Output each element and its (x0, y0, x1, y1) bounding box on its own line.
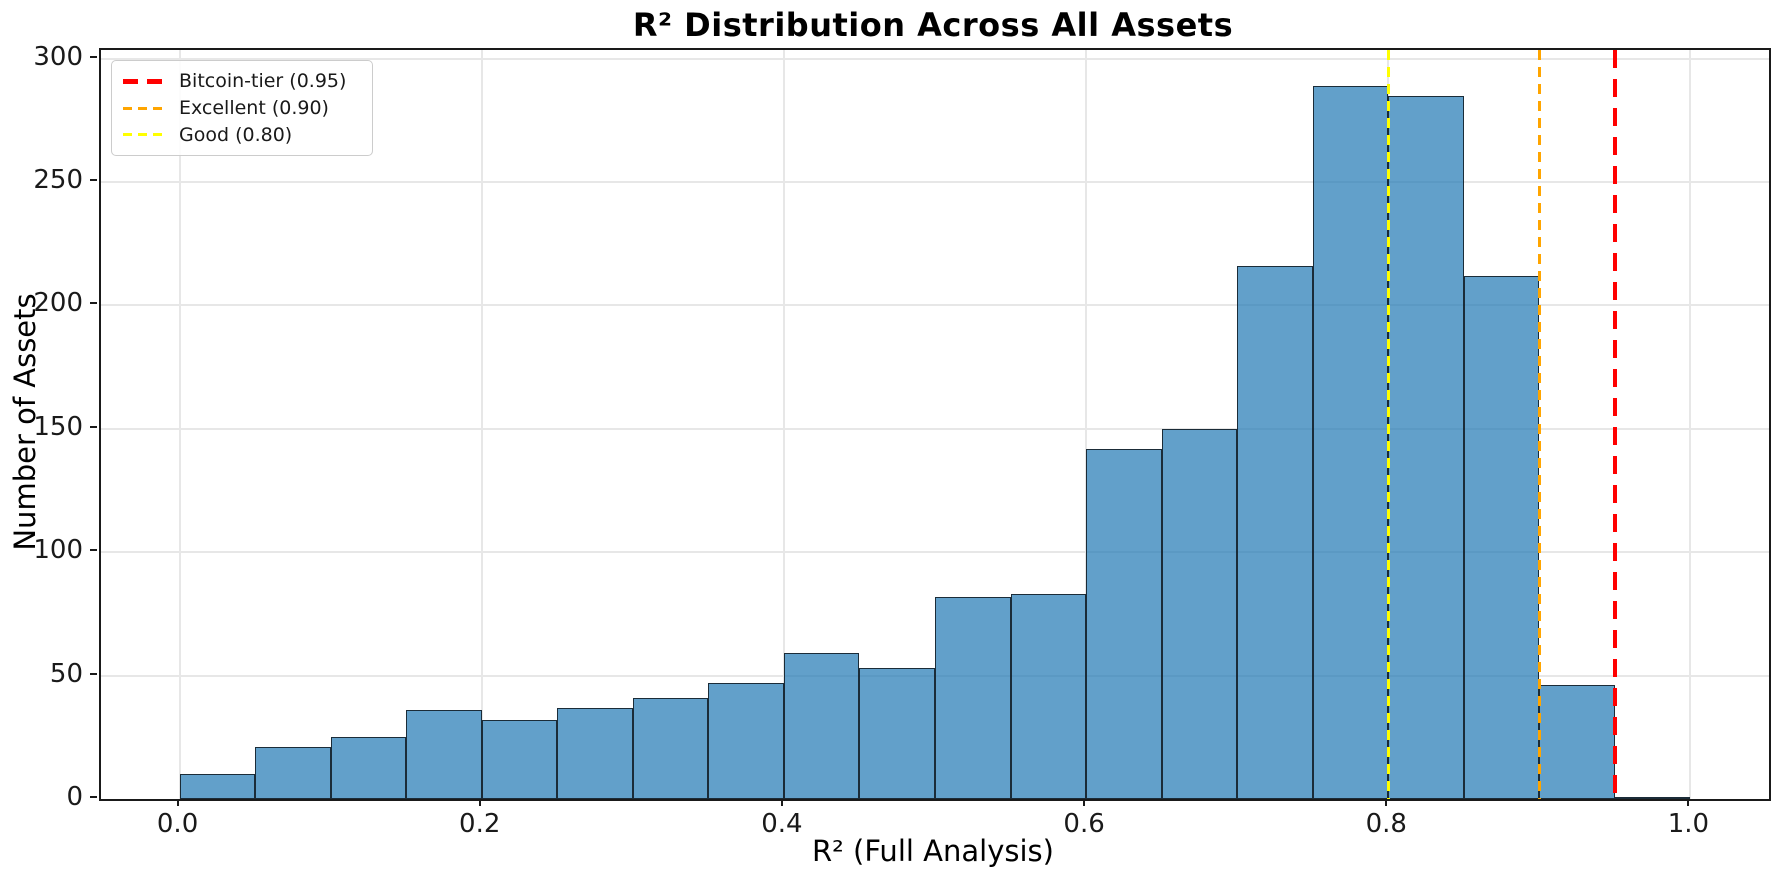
x-tick-label: 1.0 (1667, 809, 1710, 839)
gridline-horizontal (101, 304, 1769, 307)
histogram-bar (708, 683, 784, 799)
y-tick-label: 250 (33, 165, 83, 196)
histogram-bar (783, 653, 860, 799)
histogram-bar (481, 720, 558, 799)
histogram-bar (179, 774, 256, 799)
x-axis-label: R² (Full Analysis) (812, 834, 1054, 868)
x-tick-label: 0.0 (156, 809, 199, 839)
histogram-bar (255, 747, 331, 799)
gridline-vertical (1085, 50, 1088, 799)
legend: Bitcoin-tier (0.95) Excellent (0.90) Good … (111, 60, 373, 156)
gridline-horizontal (101, 57, 1769, 60)
y-tick-mark (90, 302, 97, 305)
plot-area (99, 48, 1771, 801)
y-tick-label: 100 (33, 535, 83, 566)
histogram-bar (1463, 275, 1540, 799)
histogram-bar (330, 737, 407, 799)
x-tick-label: 0.8 (1365, 809, 1407, 839)
y-axis-label-text: Number of Assets (8, 293, 42, 551)
x-tick-mark (1687, 799, 1690, 806)
x-tick-mark (176, 799, 179, 806)
reference-line-bitcoin-tier-0-95- (1612, 50, 1618, 799)
histogram-bar (1539, 685, 1615, 799)
histogram-bar (1086, 448, 1162, 799)
x-tick-mark (780, 799, 783, 806)
chart-title: R² Distribution Across All Assets (632, 6, 1234, 44)
y-tick-label: 300 (33, 41, 83, 72)
legend-item: Good (0.80) (123, 121, 361, 148)
legend-line-sample (123, 133, 165, 137)
histogram-bar (406, 710, 482, 799)
y-tick-mark (90, 425, 97, 428)
reference-line-good-0-80- (1386, 50, 1390, 799)
y-tick-mark (90, 796, 97, 798)
y-tick-mark (90, 179, 97, 182)
histogram-bar (1161, 428, 1238, 799)
legend-line-sample (123, 106, 165, 110)
y-tick-label: 200 (33, 288, 83, 319)
gridline-vertical (1689, 50, 1692, 799)
histogram-bar (632, 697, 709, 799)
gridline-horizontal (101, 181, 1769, 184)
legend-item: Excellent (0.90) (123, 95, 361, 122)
y-tick-mark (90, 672, 97, 675)
bars-layer (101, 50, 1769, 799)
histogram-bar (1010, 594, 1087, 799)
y-tick-label: 0 (66, 782, 83, 812)
x-tick-label: 0.4 (761, 809, 803, 839)
x-tick-mark (478, 799, 481, 806)
y-tick-mark (90, 549, 97, 552)
reference-lines-layer (101, 50, 1769, 799)
y-tick-label: 150 (33, 411, 83, 442)
gridline-vertical (178, 50, 181, 799)
histogram-bar (859, 668, 935, 799)
histogram-bar (557, 707, 633, 799)
x-tick-label: 0.6 (1063, 809, 1105, 839)
legend-item-label: Bitcoin-tier (0.95) (179, 70, 347, 93)
y-tick-mark (90, 55, 97, 58)
x-tick-mark (1083, 799, 1086, 806)
gridline-vertical (480, 50, 483, 799)
gridline-horizontal (101, 427, 1769, 430)
legend-item-label: Excellent (0.90) (179, 97, 329, 119)
y-tick-label: 50 (49, 658, 83, 689)
legend-line-sample (123, 78, 165, 84)
histogram-bar (1388, 95, 1464, 799)
histogram-bar (935, 596, 1011, 799)
gridline-horizontal (101, 551, 1769, 554)
gridline-vertical (782, 50, 785, 799)
x-tick-label: 0.2 (459, 809, 501, 839)
legend-item-label: Good (0.80) (179, 123, 293, 146)
x-tick-mark (1385, 799, 1388, 806)
histogram-bar (1237, 265, 1313, 799)
reference-line-excellent-0-90- (1537, 50, 1541, 799)
legend-item: Bitcoin-tier (0.95) (123, 68, 361, 95)
